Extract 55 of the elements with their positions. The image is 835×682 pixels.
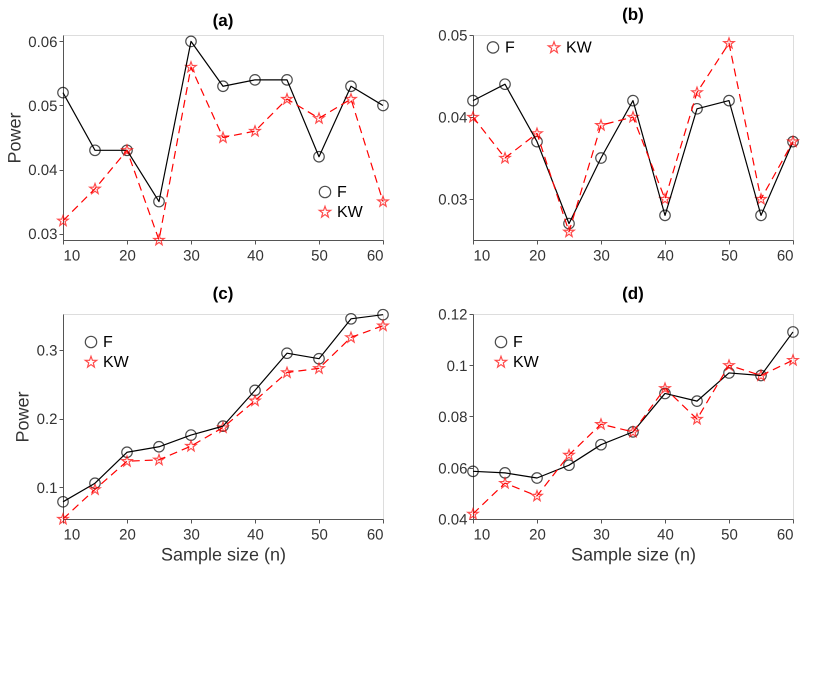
x-tick-label: 60	[366, 248, 384, 264]
x-tick-label: 40	[657, 526, 674, 544]
x-tick-label: 30	[183, 526, 200, 544]
y-tick-label: 0.1	[36, 480, 58, 497]
x-tick-label: 30	[593, 526, 610, 544]
chart-title: (c)	[212, 284, 234, 304]
x-tick-label: 30	[593, 248, 610, 264]
y-tick-label: 0.06	[438, 460, 468, 478]
x-tick-label: 60	[776, 248, 794, 264]
y-tick-label: 0.06	[28, 34, 58, 51]
y-tick-label: 0.08	[438, 409, 468, 426]
chart-title: (a)	[212, 10, 234, 30]
y-axis-title: Power	[4, 112, 24, 164]
x-tick-label: 10	[474, 248, 490, 264]
x-axis-title: Sample size (n)	[570, 544, 696, 564]
y-tick-label: 0.3	[36, 342, 58, 360]
y-tick-label: 0.2	[36, 411, 58, 428]
legend-label: KW	[337, 204, 364, 221]
y-tick-label: 0.1	[446, 358, 468, 375]
x-tick-label: 40	[247, 248, 264, 264]
y-tick-label: 0.12	[438, 306, 468, 324]
x-tick-label: 60	[366, 526, 384, 544]
x-tick-label: 20	[529, 248, 546, 264]
x-tick-label: 10	[474, 526, 490, 544]
x-tick-label: 40	[247, 526, 264, 544]
x-tick-label: 10	[64, 248, 80, 264]
legend-label: KW	[103, 354, 130, 371]
y-tick-label: 0.05	[28, 98, 58, 115]
chart-title: (d)	[622, 284, 644, 303]
x-tick-label: 10	[64, 526, 80, 544]
legend-label: F	[513, 334, 523, 351]
y-tick-label: 0.03	[438, 192, 468, 208]
x-axis-title: Sample size (n)	[160, 544, 286, 564]
y-tick-label: 0.03	[28, 226, 58, 244]
x-tick-label: 50	[311, 248, 328, 264]
x-tick-label: 60	[776, 526, 794, 544]
legend-label: F	[505, 39, 515, 56]
x-tick-label: 50	[311, 526, 328, 544]
x-tick-label: 50	[721, 526, 738, 544]
x-tick-label: 30	[183, 248, 200, 264]
x-tick-label: 20	[529, 526, 546, 544]
y-tick-label: 0.05	[438, 28, 468, 44]
x-tick-label: 50	[721, 248, 738, 264]
legend-label: F	[103, 334, 113, 351]
chart-title: (b)	[622, 5, 644, 24]
legend-label: F	[337, 184, 347, 201]
y-tick-label: 0.04	[28, 162, 58, 180]
y-tick-label: 0.04	[438, 512, 468, 528]
y-tick-label: 0.04	[438, 110, 468, 126]
legend-label: KW	[566, 40, 593, 56]
y-axis-title: Power	[12, 391, 33, 443]
x-tick-label: 20	[119, 526, 136, 544]
x-tick-label: 40	[657, 248, 674, 264]
x-tick-label: 20	[119, 248, 136, 264]
legend-label: KW	[513, 354, 540, 371]
